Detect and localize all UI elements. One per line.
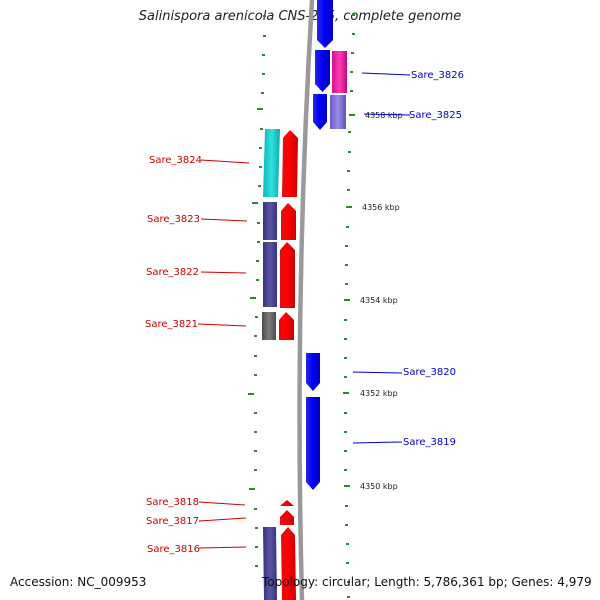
kbp-labels: 4358 kbp 4356 kbp 4354 kbp 4352 kbp 4350…: [360, 111, 403, 491]
map-title: Salinispora arenicola CNS-205, complete …: [138, 9, 462, 24]
gene-label[interactable]: Sare_3818: [146, 497, 199, 508]
gene-bar-sare-3824[interactable]: [263, 129, 280, 197]
gene-arrow-sare-3819[interactable]: [306, 397, 320, 490]
accession-label: Accession: NC_009953: [10, 575, 147, 589]
gene-label[interactable]: Sare_3820: [403, 367, 456, 378]
gene-label[interactable]: Sare_3816: [147, 544, 200, 555]
gene-labels: Sare_3826 Sare_3825 Sare_3824 Sare_3823 …: [145, 70, 464, 555]
gene-arrow-sare-3825-lavender[interactable]: [330, 95, 346, 129]
gene-arrow-sare-3826-pink[interactable]: [332, 51, 347, 93]
gene-arrow-sare-3817[interactable]: [280, 510, 294, 525]
gene-bar-sare-3816[interactable]: [263, 527, 277, 600]
tick-column-inner: [248, 15, 266, 567]
gene-bar-sare-3822[interactable]: [263, 242, 277, 307]
forward-strand-genes: [306, 0, 347, 490]
gene-label[interactable]: Sare_3823: [147, 214, 200, 225]
gene-arrow-sare-3824[interactable]: [282, 130, 298, 197]
kbp-label: 4350 kbp: [360, 482, 398, 491]
gene-arrow-sare-3820[interactable]: [306, 353, 320, 391]
gene-bar-sare-3821[interactable]: [262, 312, 276, 340]
gene-arrow-sare-3821[interactable]: [279, 312, 294, 340]
gene-label[interactable]: Sare_3821: [145, 319, 198, 330]
kbp-label: 4358 kbp: [365, 111, 403, 120]
gene-label[interactable]: Sare_3817: [146, 516, 199, 527]
gene-arrow-top[interactable]: [317, 0, 333, 48]
kbp-label: 4354 kbp: [360, 296, 398, 305]
tick-column-outer: [343, 14, 355, 598]
genome-backbone: [297, 0, 315, 600]
gene-label[interactable]: Sare_3826: [411, 70, 464, 81]
gene-arrow-sare-3818[interactable]: [280, 500, 294, 506]
gene-label[interactable]: Sare_3822: [146, 267, 199, 278]
gene-arrow-sare-3826[interactable]: [315, 50, 330, 92]
gene-arrow-sare-3823[interactable]: [281, 203, 296, 240]
gene-arrow-sare-3816[interactable]: [281, 527, 296, 600]
gene-label[interactable]: Sare_3825: [409, 110, 462, 121]
gene-bar-sare-3823[interactable]: [263, 202, 277, 240]
gene-label[interactable]: Sare_3819: [403, 437, 456, 448]
reverse-strand-genes: [262, 129, 298, 600]
gene-label[interactable]: Sare_3824: [149, 155, 202, 166]
genome-summary: Topology: circular; Length: 5,786,361 bp…: [262, 575, 592, 589]
gene-arrow-sare-3822[interactable]: [280, 242, 295, 308]
gene-arrow-sare-3825[interactable]: [313, 94, 327, 130]
kbp-label: 4356 kbp: [362, 203, 400, 212]
label-leader-lines: [197, 72, 411, 549]
kbp-label: 4352 kbp: [360, 389, 398, 398]
